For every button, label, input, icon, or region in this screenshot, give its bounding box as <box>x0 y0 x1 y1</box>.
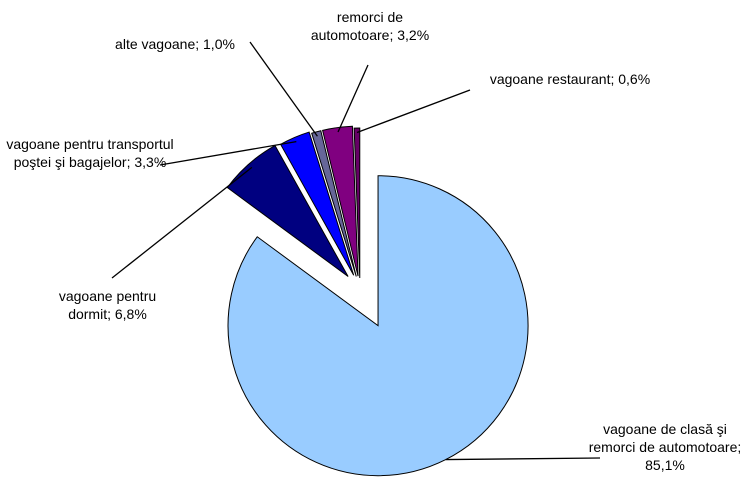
slice-value: 0,6% <box>618 71 651 87</box>
slice-category: vagoane restaurant; <box>489 71 615 87</box>
slice-category: vagoane pentru dormit; <box>58 288 157 322</box>
pie-slice <box>321 125 359 277</box>
slice-category: alte vagoane; <box>115 36 200 52</box>
slice-label: vagoane de clasă şi remorci de automotoa… <box>585 420 741 474</box>
leader-line <box>111 166 253 279</box>
leader-line <box>356 89 471 134</box>
slice-value: 85,1% <box>645 457 685 473</box>
leader-line <box>249 41 318 137</box>
pie-slice <box>311 130 357 277</box>
leader-line <box>445 457 601 461</box>
slice-label: vagoane restaurant; 0,6% <box>480 70 660 88</box>
slice-value: 3,2% <box>397 27 430 43</box>
slice-label: alte vagoane; 1,0% <box>95 35 255 53</box>
slice-value: 3,3% <box>134 154 167 170</box>
pie-slice <box>353 127 361 279</box>
slice-value: 1,0% <box>203 36 235 52</box>
slice-value: 6,8% <box>114 306 147 322</box>
slice-category: vagoane de clasă şi remorci de automotoa… <box>588 421 741 455</box>
slice-label: remorci de automotoare; 3,2% <box>300 8 440 44</box>
slice-category: vagoane pentru transportul poştei şi bag… <box>6 136 174 170</box>
pie-slice <box>227 175 529 477</box>
slice-category: remorci de automotoare; <box>310 9 404 43</box>
leader-line <box>159 140 297 166</box>
slice-label: vagoane pentru dormit; 6,8% <box>45 287 170 323</box>
leader-line <box>337 64 369 133</box>
slice-label: vagoane pentru transportul poştei şi bag… <box>5 135 175 171</box>
